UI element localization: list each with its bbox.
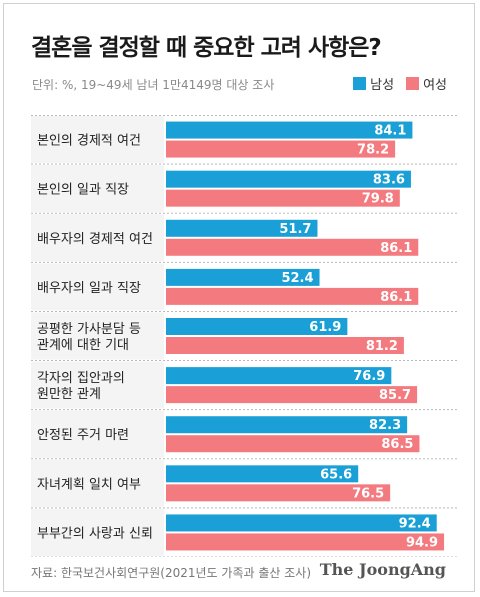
male-value-label: 82.3 [369,418,401,433]
female-bar [166,386,418,404]
female-value-label: 94.9 [406,535,438,550]
category-label: 배우자의 경제적 여건 [37,232,153,247]
category-label: 배우자의 일과 직장 [37,281,141,296]
male-value-label: 83.6 [373,173,405,188]
male-bar [166,121,413,139]
legend: 남성 여성 [345,74,447,93]
brand-logo: The JoongAng [319,560,446,579]
category-label-bg [31,165,164,213]
legend-female-swatch [406,77,420,90]
female-value-label: 78.2 [357,143,389,158]
female-bar [166,189,400,207]
legend-male-label: 남성 [370,78,395,93]
female-bar [166,435,420,453]
chart-title: 결혼을 결정할 때 중요한 고려 사항은? [31,35,382,61]
male-value-label: 51.7 [279,222,311,237]
female-value-label: 86.5 [381,437,413,452]
category-label: 안정된 주거 마련 [37,428,129,443]
male-bar [166,465,359,483]
female-bar [166,533,445,551]
category-label-bg [31,361,164,409]
female-bar [166,140,396,158]
legend-female-label: 여성 [423,78,447,93]
category-label-bg [31,508,164,556]
category-label: 각자의 집안과의 [37,371,125,386]
male-value-label: 52.4 [281,271,313,286]
category-label: 원만한 관계 [37,387,101,402]
male-bar [166,318,348,335]
female-value-label: 76.5 [352,486,384,501]
female-bar [166,287,419,305]
male-value-label: 76.9 [353,369,385,384]
male-value-label: 65.6 [320,467,352,482]
category-label: 부부간의 사랑과 신뢰 [37,526,153,541]
male-bar [166,416,408,434]
chart-subtitle: 단위: %, 19~49세 남녀 1만4149명 대상 조사 [32,78,275,92]
legend-male-swatch [353,77,367,90]
source-note: 자료: 한국보건사회연구원(2021년도 가족과 출산 조사) [31,566,312,580]
male-bar [166,219,318,237]
male-value-label: 61.9 [309,320,341,335]
male-bar [166,170,411,188]
male-value-label: 84.1 [374,124,406,139]
female-value-label: 81.2 [366,339,398,354]
category-label-bg [31,312,164,360]
category-label: 관계에 대한 기대 [37,338,129,353]
bar-chart: 본인의 경제적 여건 84.1 78.2 본인의 일과 직장 83.6 79.8 배우자의 … [31,115,459,557]
category-label: 자녀계획 일치 여부 [37,477,141,492]
category-label-bg [31,410,164,458]
category-label-bg [31,116,164,164]
category-label-bg [31,263,164,311]
female-value-label: 86.1 [380,290,412,305]
category-label-bg [31,214,164,262]
female-bar [166,484,391,502]
female-bar [166,337,404,354]
category-label: 공평한 가사분담 등 [37,322,141,337]
male-bar [166,268,320,286]
female-value-label: 86.1 [380,241,412,256]
category-label-bg [31,459,164,507]
category-label: 본인의 경제적 여건 [37,134,141,149]
male-bar [166,367,392,385]
female-bar [166,238,419,256]
male-bar [166,514,437,532]
female-value-label: 85.7 [379,388,411,403]
female-value-label: 79.8 [362,192,394,207]
category-label: 본인의 일과 직장 [37,183,129,198]
chart-frame: 결혼을 결정할 때 중요한 고려 사항은? 단위: %, 19~49세 남녀 1… [3,3,475,592]
male-value-label: 92.4 [399,516,431,531]
